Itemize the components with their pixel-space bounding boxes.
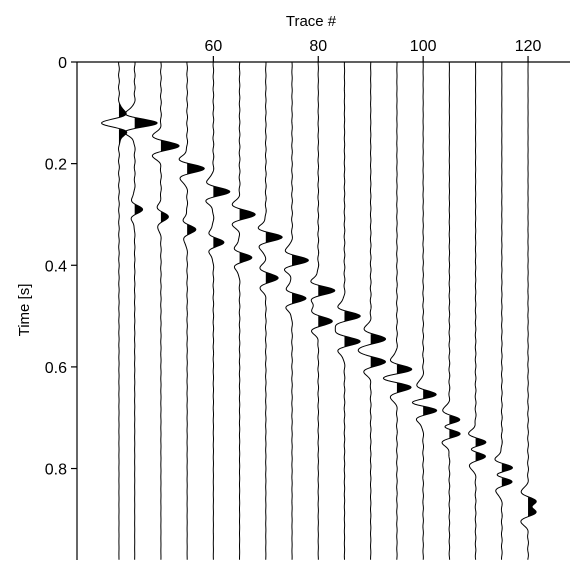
x-tick-label: 100 — [410, 38, 437, 55]
trace-line — [468, 61, 487, 560]
x-tick-label: 60 — [204, 38, 222, 55]
trace-line — [310, 61, 336, 560]
trace-line — [411, 61, 438, 560]
axes-layer: 60 80 100 120 0 0.2 0.4 0.6 0.8 — [45, 38, 570, 560]
trace-line — [334, 61, 361, 560]
y-axis-label: Time [s] — [16, 284, 33, 337]
trace-fill — [187, 104, 205, 236]
y-tick-label: 0.8 — [45, 462, 67, 479]
seismic-trace — [283, 61, 309, 560]
trace-line — [100, 61, 128, 560]
seismic-trace — [151, 61, 180, 560]
trace-line — [357, 61, 387, 560]
trace-fill — [344, 254, 361, 380]
trace-fill — [118, 68, 127, 181]
seismic-trace — [124, 61, 158, 560]
trace-fill — [501, 405, 513, 530]
seismic-trace — [334, 61, 361, 560]
y-tick-label: 0.6 — [45, 360, 67, 377]
seismic-trace — [411, 61, 438, 560]
trace-fill — [318, 228, 335, 352]
trace-line — [231, 61, 256, 560]
seismic-trace — [382, 61, 413, 560]
x-axis-label: Trace # — [286, 13, 337, 30]
trace-fill — [213, 132, 230, 248]
traces-layer — [100, 61, 537, 560]
trace-line — [494, 61, 513, 560]
seismic-trace — [468, 61, 487, 560]
trace-fill — [239, 146, 256, 264]
seismic-trace — [205, 61, 231, 560]
seismic-trace — [178, 61, 205, 560]
trace-fill — [265, 174, 283, 284]
seismic-trace — [100, 61, 128, 560]
y-tick-label: 0.4 — [45, 258, 67, 275]
trace-line — [151, 61, 180, 560]
y-tick-label: 0 — [58, 55, 67, 72]
trace-line — [441, 62, 461, 560]
trace-fill — [475, 378, 486, 502]
trace-line — [124, 61, 158, 560]
seismic-trace — [441, 62, 461, 560]
y-tick-label: 0.2 — [45, 157, 67, 174]
seismic-trace — [494, 61, 513, 560]
trace-fill — [396, 308, 412, 434]
trace-fill — [449, 363, 461, 487]
x-tick-label: 120 — [515, 38, 542, 55]
seismic-trace — [520, 61, 537, 560]
trace-line — [257, 61, 283, 560]
trace-line — [178, 61, 205, 560]
trace-fill — [292, 200, 309, 305]
seismic-trace — [310, 61, 336, 560]
trace-line — [283, 61, 309, 560]
trace-line — [382, 61, 413, 560]
trace-line — [205, 61, 231, 560]
trace-fill — [528, 443, 537, 556]
trace-line — [520, 61, 537, 560]
seismic-trace — [257, 61, 283, 560]
x-tick-label: 80 — [309, 38, 327, 55]
seismic-trace — [231, 61, 256, 560]
seismic-trace — [357, 61, 387, 560]
trace-fill — [134, 62, 158, 216]
